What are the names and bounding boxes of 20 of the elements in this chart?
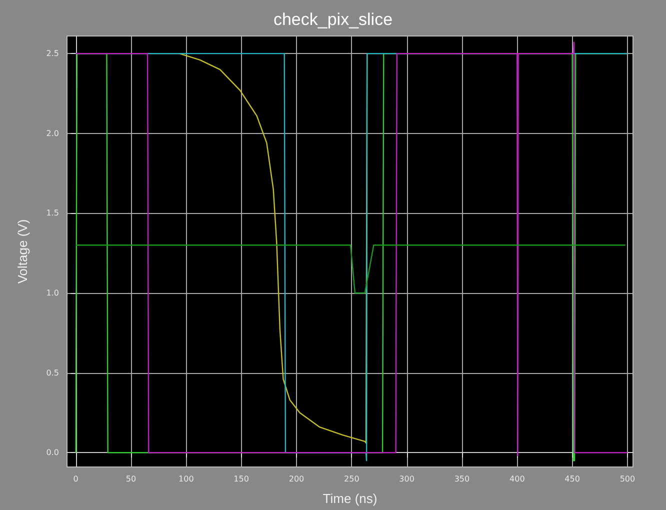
y-tick-label: 0.0 xyxy=(46,448,59,458)
y-tick-label: 2.5 xyxy=(46,49,59,58)
y-tick-label: 0.5 xyxy=(46,368,59,378)
chart-title: check_pix_slice xyxy=(273,10,393,29)
x-tick-label: 500 xyxy=(620,474,636,484)
y-tick-label: 2.0 xyxy=(46,128,59,138)
x-tick-label: 0 xyxy=(73,474,78,484)
x-tick-label: 100 xyxy=(178,474,194,484)
x-axis-title: Time (ns) xyxy=(322,491,378,506)
y-axis-title: Voltage (V) xyxy=(15,219,30,284)
x-tick-label: 400 xyxy=(510,474,525,484)
x-tick-label: 250 xyxy=(344,474,360,484)
x-tick-label: 200 xyxy=(288,474,304,484)
x-tick-label: 50 xyxy=(126,474,136,484)
x-tick-label: 350 xyxy=(454,474,470,484)
x-tick-label: 150 xyxy=(234,474,249,484)
y-tick-label: 1.5 xyxy=(46,208,59,218)
y-tick-label: 1.0 xyxy=(46,288,59,298)
x-tick-label: 450 xyxy=(564,474,580,484)
x-tick-label: 300 xyxy=(399,474,414,484)
